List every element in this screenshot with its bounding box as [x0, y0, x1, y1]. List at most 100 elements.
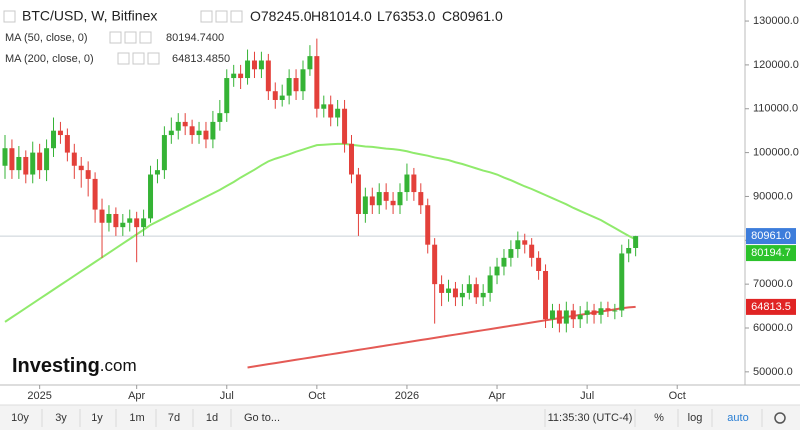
candle-body	[141, 218, 147, 228]
x-tick-label: Apr	[128, 390, 145, 402]
close-icon[interactable]	[230, 10, 243, 23]
range-button[interactable]: 1m	[129, 412, 144, 424]
y-tick-label: 90000.0	[753, 190, 793, 202]
candle-body	[148, 174, 154, 219]
price-tag	[746, 245, 796, 262]
chart-title: BTC/USD, W, Bitfinex	[22, 8, 157, 24]
range-button[interactable]: 7d	[168, 412, 180, 424]
candle-body	[321, 104, 327, 109]
range-button[interactable]: 1d	[206, 412, 218, 424]
candle-body	[265, 60, 271, 92]
candle-body	[224, 78, 230, 114]
ohlc-value: 80961.0	[452, 8, 503, 24]
ohlc-letter: O	[250, 8, 261, 24]
candle-body	[85, 170, 91, 179]
ma50-legend: MA (50, close, 0) 80194.7400	[5, 31, 224, 44]
eye-icon[interactable]	[117, 52, 130, 65]
candle-body	[397, 192, 403, 206]
legend-label: MA (50, close, 0)	[5, 32, 88, 44]
candle-body	[536, 257, 542, 271]
candle-body	[99, 209, 105, 223]
legend-value: 64813.4850	[172, 53, 230, 65]
x-tick-label: 2025	[27, 390, 51, 402]
candle-body	[349, 143, 354, 175]
candle-body	[51, 130, 57, 149]
close-icon[interactable]	[147, 52, 160, 65]
candle-body	[44, 148, 50, 171]
toolbar-items: 10y 3y 1y 1m 7d 1d Go to... 11:35:30 (UTC-4)% lo…	[11, 409, 786, 427]
candle-body	[452, 288, 458, 298]
candle-body	[584, 310, 590, 315]
candle-body	[251, 60, 257, 70]
candle-body	[272, 91, 278, 100]
candle-body	[64, 135, 70, 153]
candle-body	[591, 310, 597, 315]
y-tick-label: 60000.0	[753, 322, 793, 334]
candle-body	[432, 244, 438, 285]
ohlc-value: 76353.0	[385, 8, 436, 24]
candle-body	[383, 192, 389, 201]
option-button[interactable]: %	[654, 412, 664, 424]
candle-body	[196, 130, 202, 136]
candle-body	[335, 108, 341, 118]
candle-body	[238, 73, 244, 79]
candle-body	[127, 218, 133, 223]
settings-icon[interactable]	[215, 10, 228, 23]
eye-icon[interactable]	[109, 31, 122, 44]
candle-body	[362, 196, 368, 214]
candle-body	[633, 236, 639, 248]
ohlc-item: O78245.0	[250, 8, 312, 24]
candle-body	[203, 130, 209, 140]
candle-body	[439, 284, 445, 293]
candle-body	[300, 69, 306, 92]
range-button[interactable]: 10y	[11, 412, 29, 424]
candle-body	[626, 247, 632, 254]
candle-body	[161, 135, 167, 171]
candle-body	[134, 218, 140, 228]
logo-brand: Investing	[12, 355, 100, 377]
candle-body	[473, 284, 479, 298]
candle-body	[418, 192, 424, 206]
logo: Investing.com	[12, 355, 137, 377]
header-icons	[200, 10, 243, 23]
candle-body	[189, 126, 195, 136]
collapse-icon[interactable]	[3, 10, 16, 23]
option-button[interactable]: log	[688, 412, 703, 424]
candle-body	[563, 310, 569, 324]
candle-body	[556, 310, 562, 324]
close-icon[interactable]	[139, 31, 152, 44]
candle-body	[529, 244, 535, 258]
settings-icon[interactable]	[132, 52, 145, 65]
candle-body	[390, 200, 396, 206]
candle-body	[154, 170, 160, 175]
candle-body	[328, 104, 334, 118]
range-button[interactable]: 1y	[91, 412, 103, 424]
logo-suffix: .com	[100, 356, 137, 375]
price-tag-label: 80194.7	[751, 247, 791, 259]
settings-icon[interactable]	[124, 31, 137, 44]
settings-gear[interactable]	[774, 412, 786, 424]
candle-body	[494, 266, 500, 276]
candle-body	[570, 310, 576, 320]
candle-body	[175, 121, 181, 131]
candle-body	[37, 152, 43, 171]
candle-body	[598, 308, 604, 315]
y-tick-label: 130000.0	[753, 15, 799, 27]
legend-label: MA (200, close, 0)	[5, 53, 94, 65]
candle-body	[182, 121, 188, 127]
x-tick-label: Oct	[308, 390, 325, 402]
x-tick-label: Jul	[220, 390, 234, 402]
candle-body	[522, 240, 528, 245]
x-tick-label: Apr	[488, 390, 505, 402]
candle-body	[23, 156, 29, 175]
ohlc-value: 81014.0	[321, 8, 372, 24]
x-tick-label: Jul	[580, 390, 594, 402]
range-button[interactable]: 3y	[55, 412, 67, 424]
eye-icon[interactable]	[200, 10, 213, 23]
candle-body	[2, 148, 8, 166]
legend-value: 80194.7400	[166, 32, 224, 44]
option-button[interactable]: auto	[727, 412, 748, 424]
goto-button[interactable]: Go to...	[244, 412, 280, 424]
candle-body	[113, 213, 119, 228]
